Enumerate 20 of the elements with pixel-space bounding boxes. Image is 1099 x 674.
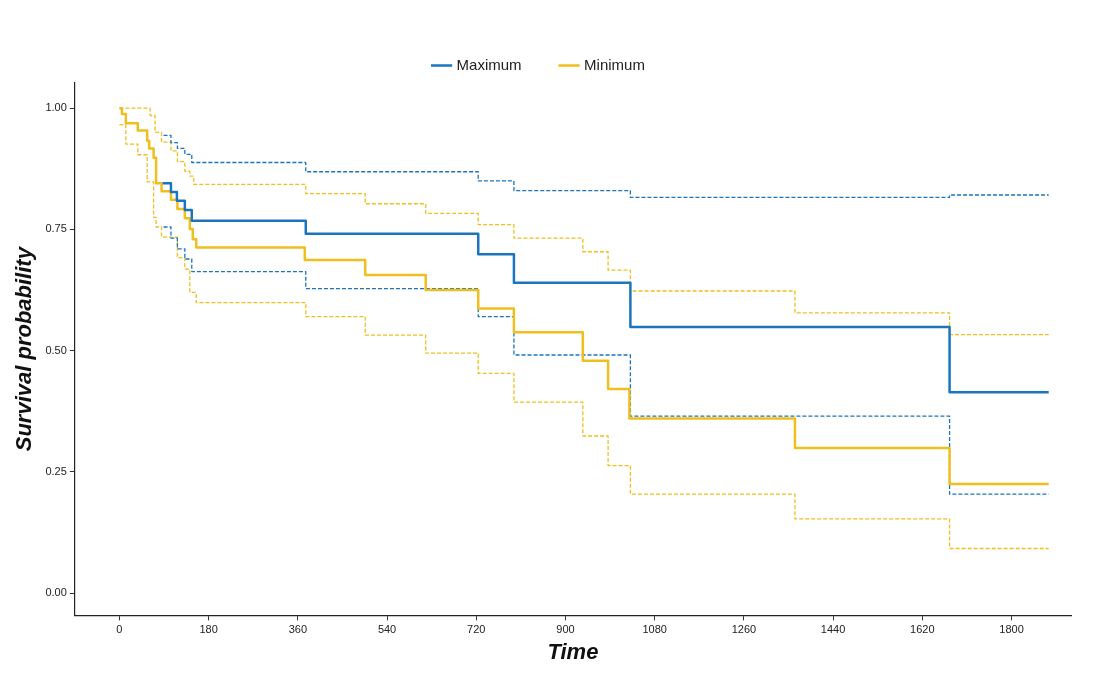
x-tick-label: 360 <box>288 623 308 636</box>
y-tick-label: 0.00 <box>45 586 67 599</box>
y-tick-label: 1.00 <box>45 101 67 114</box>
x-tick-label: 1440 <box>820 623 846 636</box>
x-tick-label: 0 <box>116 623 123 636</box>
y-tick-label: 0.75 <box>45 222 67 235</box>
x-tick-label: 1800 <box>999 623 1024 636</box>
x-tick-label: 720 <box>467 623 486 636</box>
y-axis-title: Survival probability <box>11 245 37 452</box>
legend-label: Minimum <box>584 55 645 73</box>
y-tick-label: 0.25 <box>45 464 67 477</box>
y-tick-label: 0.50 <box>45 343 67 356</box>
x-tick-label: 1260 <box>731 623 757 636</box>
x-tick-label: 540 <box>377 623 397 636</box>
legend-label: Maximum <box>456 55 522 73</box>
x-axis-title: Time <box>547 638 599 664</box>
x-tick-label: 1620 <box>910 623 935 636</box>
x-tick-label: 1080 <box>642 623 667 636</box>
x-tick-label: 180 <box>199 623 218 636</box>
x-tick-label: 900 <box>556 623 575 636</box>
